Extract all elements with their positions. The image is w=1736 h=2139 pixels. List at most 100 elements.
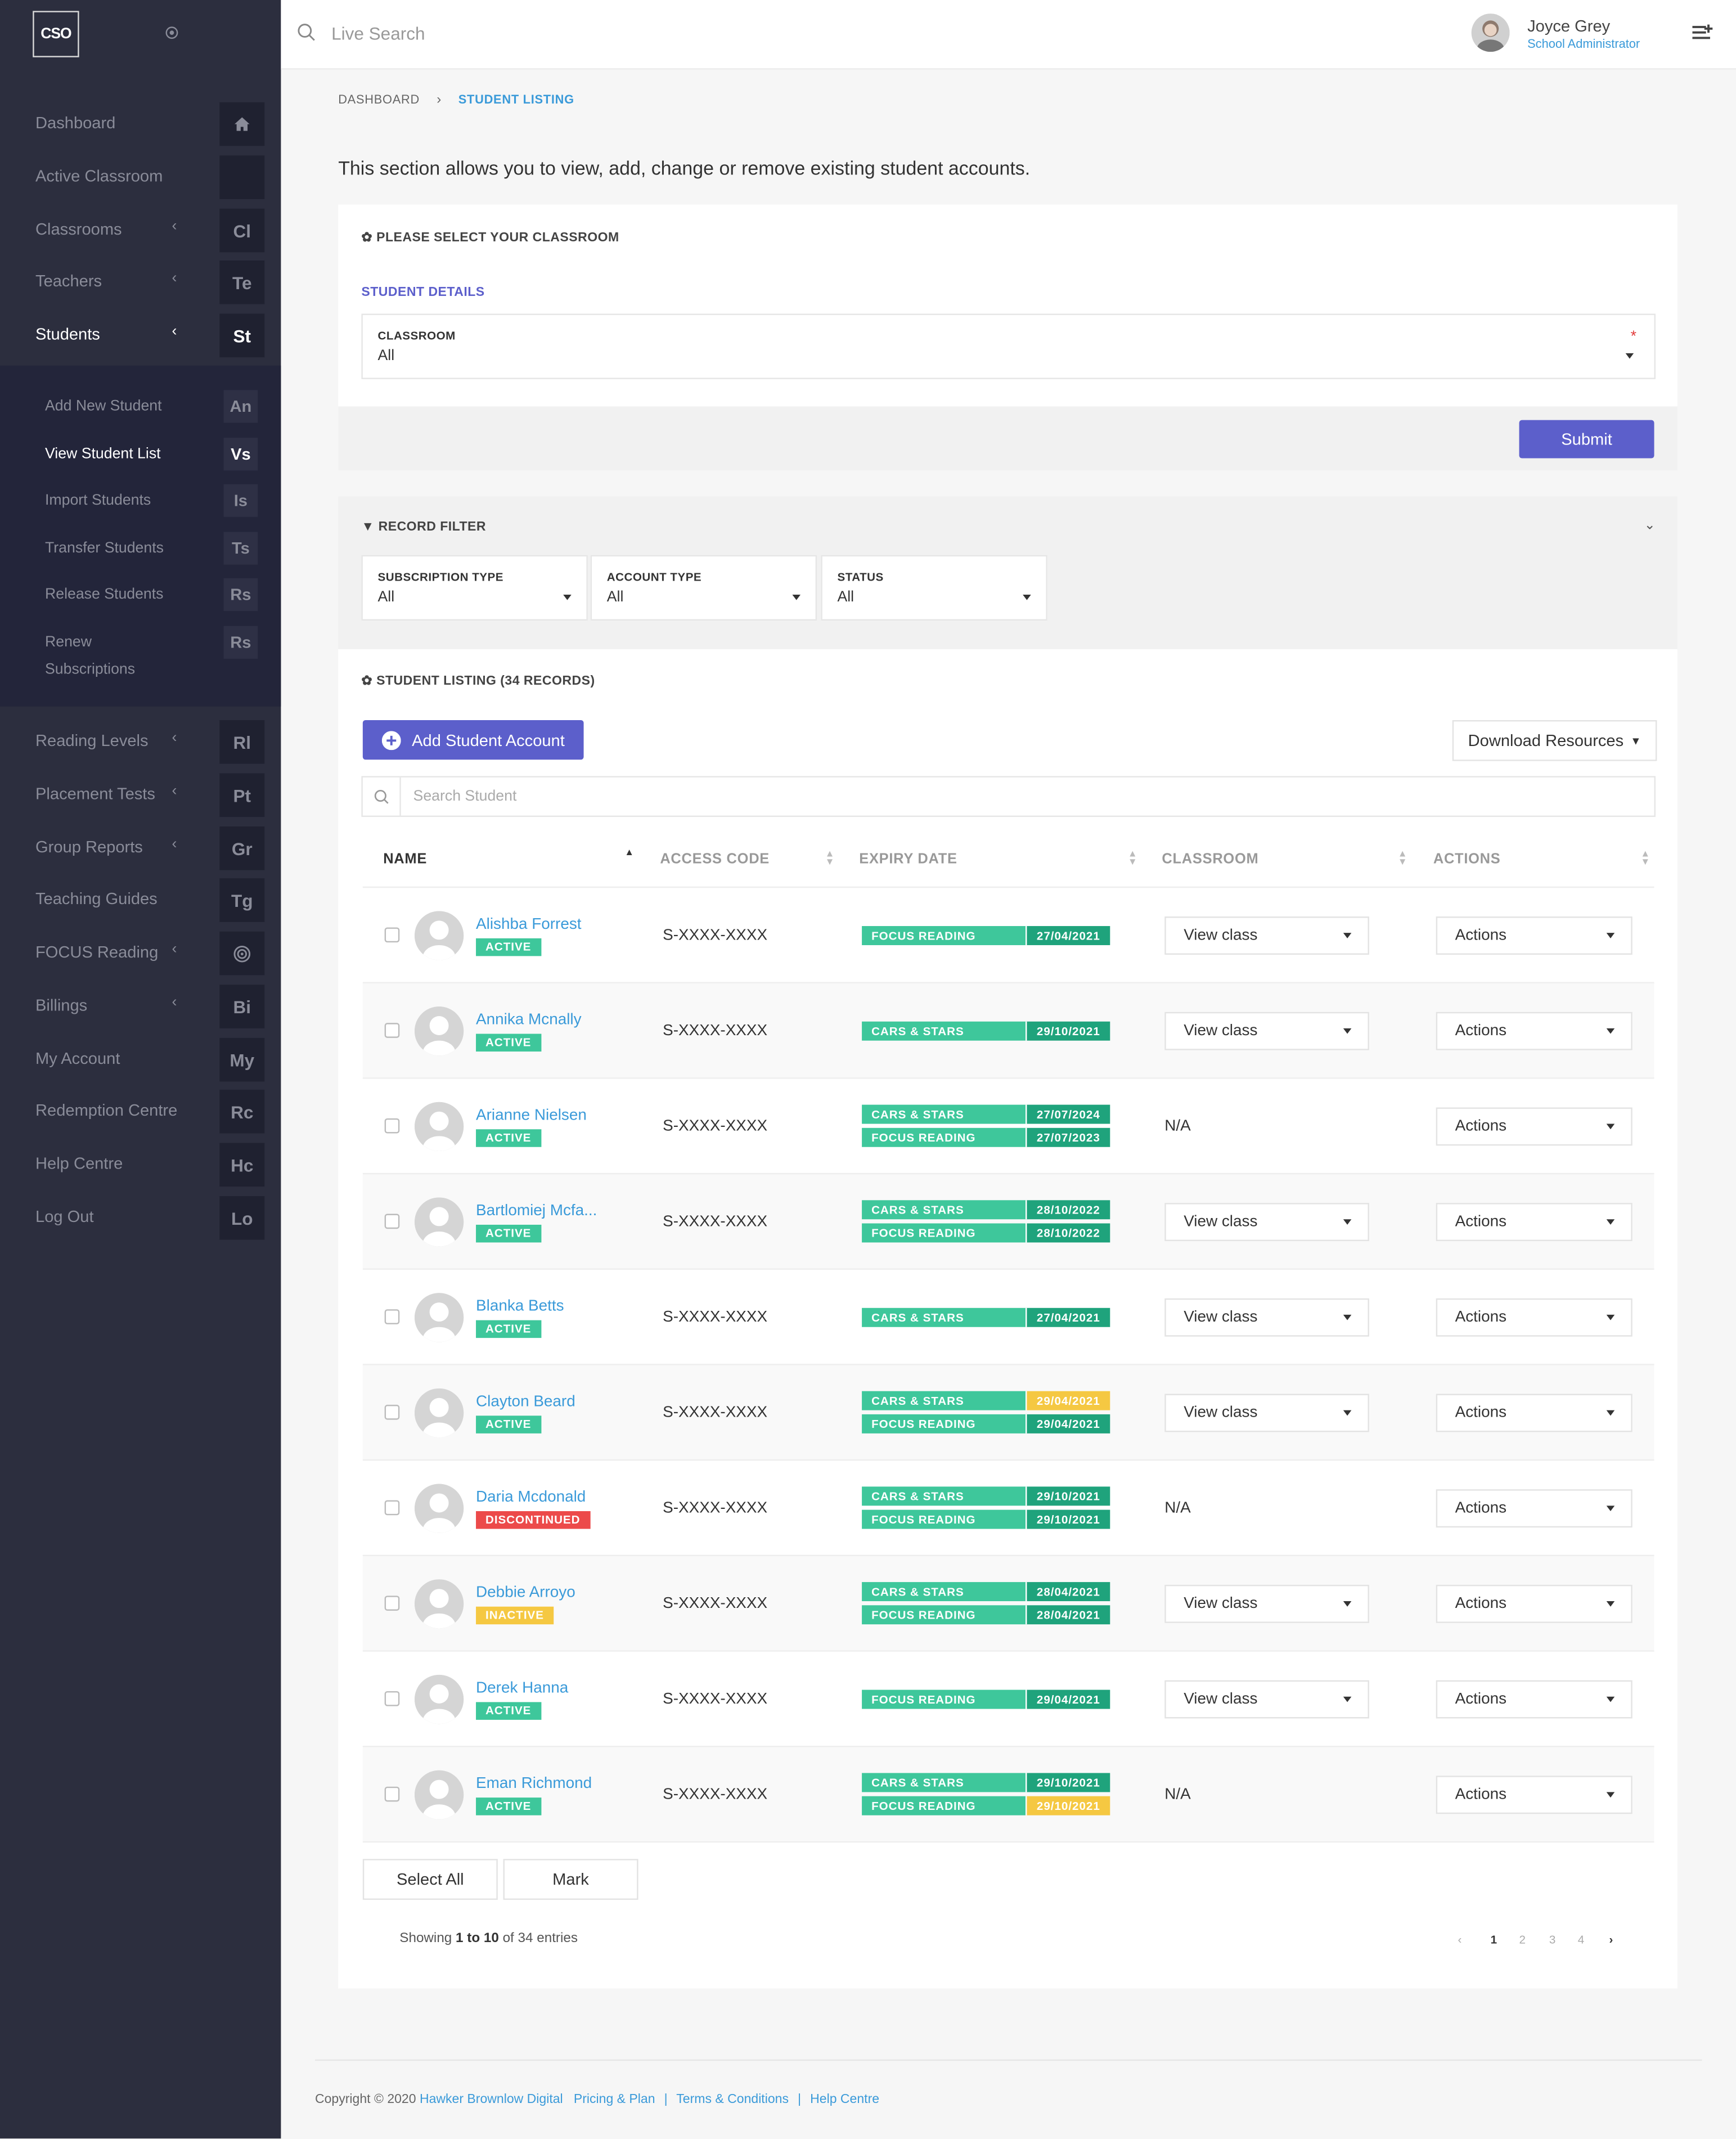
sidebar-item-log-out[interactable]: Log Out Lo (0, 1192, 281, 1244)
pager-next-icon[interactable]: › (1609, 1933, 1613, 1947)
pager-page[interactable]: 4 (1577, 1933, 1585, 1947)
row-checkbox[interactable] (384, 1309, 400, 1324)
sidebar-item-group-reports[interactable]: Group Reports ‹ Gr (0, 823, 281, 874)
sidebar-item-help-centre[interactable]: Help Centre Hc (0, 1139, 281, 1190)
actions-dropdown[interactable]: Actions (1436, 1489, 1632, 1528)
col-expiry-date[interactable]: EXPIRY DATE (859, 851, 957, 868)
sort-icon[interactable]: ▲ ▼ (1640, 850, 1650, 868)
student-name-link[interactable]: Eman Richmond (476, 1776, 592, 1792)
submit-button[interactable]: Submit (1519, 420, 1654, 459)
subscription-type-select[interactable]: SUBSCRIPTION TYPE All (361, 555, 588, 621)
actions-dropdown[interactable]: Actions (1436, 1298, 1632, 1337)
download-resources-button[interactable]: Download Resources ▼ (1452, 720, 1657, 761)
student-name-link[interactable]: Blanka Betts (476, 1298, 564, 1315)
pager-page[interactable]: 1 (1490, 1933, 1497, 1947)
sort-icon[interactable]: ▲ ▼ (1397, 850, 1407, 868)
view-class-dropdown[interactable]: View class (1164, 1012, 1369, 1050)
sort-icon[interactable]: ▲ ▼ (1127, 850, 1137, 868)
sidebar-item-teachers[interactable]: Teachers ‹ Te (0, 257, 281, 308)
sidebar-item-focus-reading[interactable]: FOCUS Reading ‹ (0, 927, 281, 979)
row-checkbox[interactable] (384, 1691, 400, 1706)
view-class-dropdown[interactable]: View class (1164, 1298, 1369, 1337)
col-classroom[interactable]: CLASSROOM (1162, 851, 1259, 868)
chevron-left-icon: ‹ (172, 994, 177, 1011)
view-class-dropdown[interactable]: View class (1164, 916, 1369, 955)
row-checkbox[interactable] (384, 1404, 400, 1420)
row-checkbox[interactable] (384, 1118, 400, 1134)
terms-link[interactable]: Terms & Conditions (676, 2092, 789, 2107)
search-student-field[interactable]: Search Student (361, 776, 1656, 817)
sidebar-badge: St (219, 313, 265, 358)
student-name-link[interactable]: Bartlomiej Mcfa... (476, 1203, 597, 1220)
view-class-dropdown[interactable]: View class (1164, 1203, 1369, 1242)
select-all-button[interactable]: Select All (362, 1859, 498, 1900)
student-name-link[interactable]: Clayton Beard (476, 1394, 575, 1410)
sidebar-item-placement-tests[interactable]: Placement Tests ‹ Pt (0, 769, 281, 821)
student-name-link[interactable]: Arianne Nielsen (476, 1107, 587, 1124)
row-checkbox[interactable] (384, 1214, 400, 1229)
actions-dropdown[interactable]: Actions (1436, 1680, 1632, 1719)
target-icon[interactable] (165, 26, 178, 39)
pricing-link[interactable]: Pricing & Plan (573, 2092, 655, 2107)
add-student-account-button[interactable]: Add Student Account (362, 720, 584, 760)
mark-button[interactable]: Mark (503, 1859, 638, 1900)
row-checkbox[interactable] (384, 1786, 400, 1802)
user-avatar[interactable] (1471, 14, 1510, 52)
classroom-select[interactable]: CLASSROOM All * (361, 313, 1656, 379)
pager-page[interactable]: 3 (1549, 1933, 1556, 1947)
student-name-link[interactable]: Derek Hanna (476, 1680, 569, 1697)
status-select[interactable]: STATUS All (821, 555, 1047, 621)
student-name-link[interactable]: Annika Mcnally (476, 1012, 582, 1028)
student-name-link[interactable]: Alishba Forrest (476, 916, 582, 933)
view-class-dropdown[interactable]: View class (1164, 1680, 1369, 1719)
breadcrumb-current: STUDENT LISTING (458, 92, 574, 107)
user-name[interactable]: Joyce Grey (1527, 16, 1611, 36)
pager-prev-icon[interactable]: ‹ (1458, 1933, 1462, 1947)
subscription-expiry: 27/07/2023 (1025, 1127, 1110, 1147)
pager-page[interactable]: 2 (1519, 1933, 1526, 1947)
sort-icon[interactable]: ▲ ▼ (825, 850, 835, 868)
actions-dropdown[interactable]: Actions (1436, 916, 1632, 955)
sidebar-item-teaching-guides[interactable]: Teaching Guides Tg (0, 874, 281, 926)
row-checkbox[interactable] (384, 1023, 400, 1038)
logo[interactable]: CSO (33, 11, 79, 57)
sidebar-badge (219, 155, 265, 199)
chevron-left-icon: ‹ (172, 323, 177, 340)
account-type-select[interactable]: ACCOUNT TYPE All (590, 555, 817, 621)
live-search-input[interactable]: Live Search (331, 23, 425, 44)
actions-dropdown[interactable]: Actions (1436, 1012, 1632, 1050)
help-centre-link[interactable]: Help Centre (810, 2092, 880, 2107)
sidebar-item-dashboard[interactable]: Dashboard (0, 98, 281, 150)
sidebar-item-classrooms[interactable]: Classrooms ‹ Cl (0, 205, 281, 257)
student-name-link[interactable]: Daria Mcdonald (476, 1489, 586, 1506)
sidebar-item-redemption-centre[interactable]: Redemption Centre Rc (0, 1086, 281, 1138)
student-name-link[interactable]: Debbie Arroyo (476, 1584, 575, 1602)
view-class-dropdown[interactable]: View class (1164, 1394, 1369, 1432)
row-checkbox[interactable] (384, 927, 400, 943)
col-actions[interactable]: ACTIONS (1433, 851, 1501, 868)
sort-asc-icon[interactable]: ▲ (624, 848, 635, 858)
collapse-chevron-icon[interactable]: ⌄ (1644, 518, 1656, 533)
sidebar-item-my-account[interactable]: My Account My (0, 1034, 281, 1086)
sidebar-item-reading-levels[interactable]: Reading Levels ‹ Rl (0, 716, 281, 768)
sidebar-item-students[interactable]: Students ‹ St (0, 309, 281, 361)
subscription-expiry: 28/04/2021 (1025, 1605, 1110, 1625)
col-name[interactable]: NAME (383, 851, 428, 868)
actions-dropdown[interactable]: Actions (1436, 1203, 1632, 1242)
menu-add-icon[interactable] (1692, 23, 1714, 42)
view-class-dropdown[interactable]: View class (1164, 1584, 1369, 1623)
row-checkbox[interactable] (384, 1500, 400, 1516)
actions-dropdown[interactable]: Actions (1436, 1584, 1632, 1623)
search-icon[interactable] (297, 23, 315, 41)
caret-down-icon: ▼ (1630, 734, 1641, 747)
company-link[interactable]: Hawker Brownlow Digital (419, 2092, 563, 2107)
actions-dropdown[interactable]: Actions (1436, 1776, 1632, 1814)
col-access-code[interactable]: ACCESS CODE (660, 851, 770, 868)
sidebar-item-active-classroom[interactable]: Active Classroom (0, 151, 281, 203)
breadcrumb-dashboard[interactable]: DASHBOARD (338, 92, 420, 107)
table-row: Bartlomiej Mcfa... ACTIVE S-XXXX-XXXX CARS … (362, 1172, 1654, 1270)
actions-dropdown[interactable]: Actions (1436, 1107, 1632, 1146)
sidebar-item-billings[interactable]: Billings ‹ Bi (0, 981, 281, 1032)
actions-dropdown[interactable]: Actions (1436, 1394, 1632, 1432)
row-checkbox[interactable] (384, 1596, 400, 1611)
